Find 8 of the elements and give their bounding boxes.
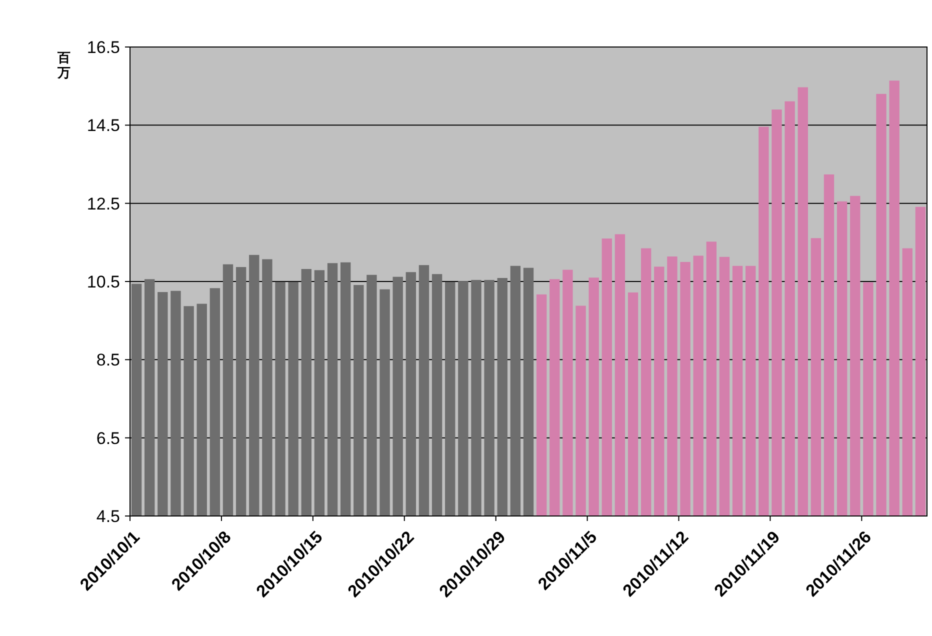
y-tick-label: 12.5 — [86, 194, 120, 214]
y-tick-label: 4.5 — [96, 507, 120, 526]
y-tick-label: 14.5 — [86, 116, 120, 136]
y-tick-label: 10.5 — [86, 272, 120, 292]
y-axis-title: 百万 — [56, 50, 70, 80]
y-tick-label: 16.5 — [86, 38, 120, 57]
y-tick-label: 8.5 — [96, 350, 120, 370]
y-tick-label: 6.5 — [96, 428, 120, 448]
